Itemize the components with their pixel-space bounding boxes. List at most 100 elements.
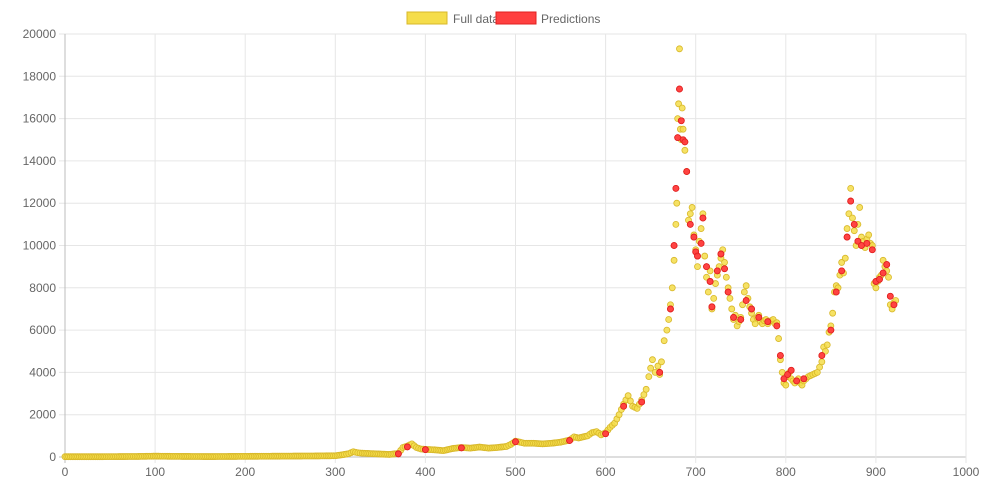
full-data-point — [701, 252, 709, 260]
full-data-point — [872, 284, 880, 292]
prediction-point — [827, 326, 835, 334]
full-data-point — [843, 225, 851, 232]
y-tick-label: 16000 — [23, 112, 57, 126]
prediction-point — [656, 368, 664, 376]
prediction-point — [681, 138, 689, 146]
x-tick-label: 700 — [686, 465, 706, 479]
prediction-point — [694, 252, 701, 260]
prediction-point — [847, 197, 855, 205]
y-tick-label: 10000 — [23, 239, 57, 253]
y-tick-label: 8000 — [29, 281, 56, 295]
prediction-point — [742, 297, 750, 304]
prediction-point — [512, 438, 519, 446]
prediction-point — [890, 301, 898, 309]
full-data-point — [742, 282, 750, 290]
full-data-point — [670, 256, 678, 264]
prediction-point — [717, 250, 725, 258]
prediction-point — [868, 246, 876, 254]
full-data-point — [838, 259, 846, 266]
full-data-point — [686, 210, 694, 218]
legend-item-full-data[interactable]: Full data — [406, 11, 499, 26]
prediction-point — [683, 168, 691, 175]
prediction-point — [843, 233, 851, 241]
prediction-point — [721, 265, 728, 273]
full-data-point — [704, 288, 712, 296]
prediction-point — [458, 444, 465, 452]
legend-label-predictions: Predictions — [541, 12, 600, 26]
prediction-point — [800, 375, 808, 383]
full-data-point — [739, 301, 746, 309]
prediction-point — [394, 450, 402, 458]
prediction-point — [755, 314, 763, 321]
prediction-point — [730, 314, 737, 321]
prediction-point — [886, 292, 894, 300]
full-data-point — [703, 273, 710, 281]
y-tick-label: 2000 — [29, 408, 56, 422]
y-tick-label: 4000 — [29, 365, 56, 379]
prediction-point — [863, 239, 871, 247]
full-data-point — [694, 263, 701, 271]
y-tick-label: 12000 — [23, 196, 57, 210]
full-data-point — [856, 204, 864, 211]
prediction-point — [638, 398, 646, 406]
prediction-point — [703, 263, 710, 271]
full-data-point — [688, 204, 696, 211]
prediction-point — [672, 184, 680, 192]
prediction-point — [764, 318, 772, 326]
prediction-point — [602, 430, 609, 438]
full-data-point — [782, 381, 790, 389]
full-data-point — [728, 305, 736, 313]
prediction-point — [566, 437, 573, 444]
prediction-point — [737, 316, 745, 323]
x-tick-label: 400 — [415, 465, 435, 479]
x-tick-label: 600 — [596, 465, 616, 479]
prediction-point — [818, 352, 826, 359]
full-data-point — [721, 259, 728, 266]
full-data-point — [665, 316, 673, 323]
prediction-point — [708, 303, 716, 311]
legend-swatch-predictions — [495, 11, 537, 25]
prediction-point — [876, 275, 883, 283]
x-tick-label: 300 — [325, 465, 345, 479]
prediction-point — [838, 267, 846, 275]
x-tick-label: 800 — [776, 465, 796, 479]
full-data-point — [660, 337, 668, 345]
full-data-point — [642, 385, 650, 393]
legend-item-predictions[interactable]: Predictions — [495, 11, 600, 26]
series-full-data — [61, 45, 900, 461]
y-tick-label: 6000 — [29, 323, 56, 337]
full-data-point — [829, 309, 837, 317]
legend: Full data Predictions — [406, 11, 600, 26]
prediction-point — [787, 366, 795, 374]
full-data-point — [681, 146, 689, 154]
full-data-point — [822, 347, 829, 355]
full-data-point — [647, 364, 655, 372]
full-data-point — [658, 358, 665, 366]
full-data-point — [849, 214, 856, 222]
prediction-point — [724, 288, 732, 296]
prediction-point — [620, 402, 628, 410]
prediction-point — [748, 305, 755, 313]
prediction-point — [690, 233, 698, 241]
prediction-point — [713, 267, 721, 275]
full-data-point — [818, 358, 826, 366]
full-data-point — [710, 294, 718, 302]
grid — [59, 33, 967, 463]
full-data-point — [775, 335, 782, 342]
legend-label-full-data: Full data — [453, 12, 499, 26]
full-data-point — [679, 125, 687, 133]
x-tick-label: 100 — [145, 465, 165, 479]
prediction-point — [850, 220, 858, 228]
y-tick-label: 0 — [49, 450, 56, 464]
full-data-point — [847, 184, 855, 192]
prediction-point — [784, 371, 792, 378]
full-data-point — [740, 288, 748, 296]
y-tick-label: 18000 — [23, 69, 57, 83]
prediction-point — [793, 377, 801, 385]
full-data-point — [845, 210, 853, 218]
full-data-point — [678, 104, 686, 112]
full-data-point — [697, 225, 705, 232]
full-data-point — [675, 100, 682, 108]
full-data-point — [823, 341, 831, 349]
